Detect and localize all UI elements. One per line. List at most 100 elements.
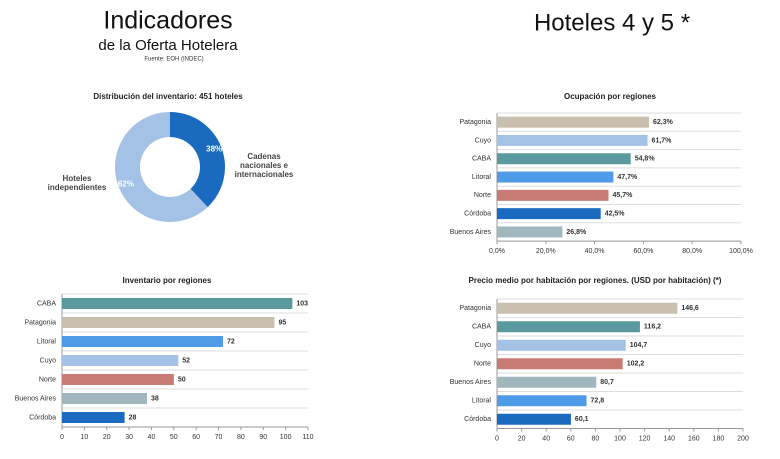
value-label: 62% [118,180,134,189]
bar [62,393,147,404]
x-tick-label: 140 [663,435,675,442]
x-tick-label: 60 [567,435,575,442]
x-tick-label: 80,0% [682,248,702,255]
bar [497,321,640,333]
value-label: 50 [178,376,186,383]
x-tick-label: 80 [237,434,245,441]
x-tick-label: 20,0% [536,248,556,255]
bar [62,374,174,385]
category-label: Hoteles independientes [47,174,107,193]
chart-title: Distribución del inventario: 451 hoteles [93,92,243,101]
y-tick-label: CABA [37,300,56,307]
x-tick-label: 60,0% [633,248,653,255]
x-tick-label: 90 [259,434,267,441]
value-label: 116,2 [644,324,661,331]
value-label: 103 [296,300,308,307]
x-tick-label: 200 [737,435,749,442]
y-tick-label: Buenos Aires [450,379,492,386]
value-label: 62,3% [653,119,674,126]
bar [62,298,293,309]
y-tick-label: Norte [39,376,56,383]
value-label: 28 [129,414,137,421]
x-tick-label: 100 [280,434,292,441]
y-tick-label: Córdoba [464,416,491,423]
y-tick-label: Norte [474,361,491,368]
value-label: 146,6 [681,305,699,312]
bar [62,412,125,423]
x-tick-label: 100,0% [729,248,753,255]
value-label: 38 [151,395,159,402]
y-tick-label: Córdoba [29,414,56,421]
value-label: 54,8% [635,156,656,163]
x-tick-label: 60 [192,434,200,441]
chart-title: Inventario por regiones [123,276,212,285]
y-tick-label: CABA [472,156,491,163]
value-label: 80,7 [600,379,614,386]
y-tick-label: Córdoba [464,210,491,217]
y-tick-label: Buenos Aires [450,229,492,236]
y-tick-label: Patagonia [24,319,56,326]
y-tick-label: Patagonia [459,305,491,312]
page-subtitle: de la Oferta Hotelera [98,37,238,54]
value-label: 60,1 [575,416,589,423]
bar [497,153,631,165]
y-tick-label: Cuyo [40,357,56,364]
bar [497,171,614,183]
chart-title: Precio medio por habitación por regiones… [469,276,722,285]
category-label: Cadenas nacionales e internacionales [234,152,294,180]
bar [62,355,179,366]
x-tick-label: 100 [614,435,626,442]
bar [62,336,224,347]
x-tick-label: 40 [542,435,550,442]
value-label: 95 [278,319,286,326]
label-box: Cadenas nacionales e internacionales [234,152,294,180]
page-title: Indicadores [103,7,232,35]
y-tick-label: Litoral [472,398,492,405]
value-label: 42,5% [605,210,626,217]
label-box: Hoteles independientes [47,174,107,193]
y-tick-label: Cuyo [475,342,491,349]
x-tick-label: 50 [170,434,178,441]
donut-segment [114,112,208,222]
bar [497,208,601,220]
value-label: 102,2 [627,361,645,368]
bar [497,116,650,128]
value-label: 47,7% [617,174,638,181]
bar [497,134,648,146]
x-tick-label: 0 [60,434,64,441]
x-tick-label: 30 [125,434,133,441]
value-label: 72 [227,338,235,345]
value-label: 104,7 [630,342,648,349]
bar [497,302,678,314]
x-tick-label: 120 [639,435,651,442]
x-tick-label: 40,0% [585,248,605,255]
x-tick-label: 80 [592,435,600,442]
x-tick-label: 20 [518,435,526,442]
y-tick-label: Norte [474,192,491,199]
y-tick-label: CABA [472,324,491,331]
donut-segment [170,112,225,208]
x-tick-label: 0 [495,435,499,442]
x-tick-label: 110 [302,434,313,441]
right-title: Hoteles 4 y 5 * [534,9,690,36]
bar [497,358,623,370]
bar [497,226,563,238]
x-tick-label: 20 [103,434,111,441]
y-tick-label: Buenos Aires [15,395,57,402]
bar [497,395,587,407]
x-tick-label: 70 [215,434,223,441]
y-tick-label: Litoral [37,338,57,345]
value-label: 45,7% [613,192,634,199]
bar [497,189,609,201]
bar [497,339,626,351]
x-tick-label: 10 [80,434,88,441]
value-label: 72,8 [591,398,605,405]
source: Fuente: EOH (INDEC) [144,57,203,63]
x-tick-label: 180 [713,435,725,442]
x-tick-label: 0,0% [489,248,505,255]
value-label: 38% [206,145,222,154]
y-tick-label: Cuyo [475,137,491,144]
value-label: 26,8% [566,229,587,236]
bar [497,376,597,388]
